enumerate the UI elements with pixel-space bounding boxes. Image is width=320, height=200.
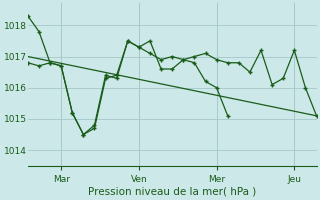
X-axis label: Pression niveau de la mer( hPa ): Pression niveau de la mer( hPa )	[88, 187, 256, 197]
